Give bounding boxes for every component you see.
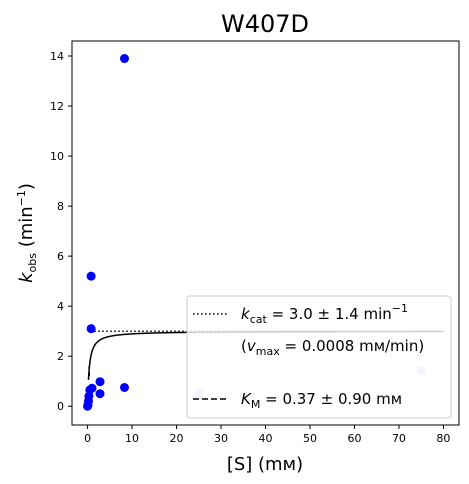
x-tick-label: 30: [214, 432, 228, 445]
x-tick-label: 40: [259, 432, 273, 445]
y-tick-label: 12: [50, 100, 64, 113]
legend-vmax-label: (vmax = 0.0008 mм/min): [241, 337, 424, 358]
y-tick-label: 0: [57, 400, 64, 413]
legend-box: [186, 295, 452, 419]
legend-kcat-label: kcat = 3.0 ± 1.4 min−1: [241, 302, 408, 326]
y-tick-label: 14: [50, 50, 64, 63]
x-tick-label: 70: [392, 432, 406, 445]
y-tick-label: 4: [57, 300, 64, 313]
chart-title: W407D: [221, 10, 309, 38]
x-tick-label: 50: [303, 432, 317, 445]
y-axis-ticks: 0 2 4 6 8 10 12 14: [50, 50, 72, 413]
data-point: [95, 377, 105, 387]
legend-km-label: KM = 0.37 ± 0.90 mм: [241, 390, 402, 411]
data-point: [119, 54, 129, 64]
data-point: [86, 271, 96, 281]
data-point: [119, 382, 129, 392]
x-tick-label: 60: [347, 432, 361, 445]
x-tick-label: 10: [125, 432, 139, 445]
x-tick-label: 0: [84, 432, 91, 445]
data-point: [95, 389, 105, 399]
x-tick-label: 80: [436, 432, 450, 445]
legend: kcat = 3.0 ± 1.4 min−1 (vmax = 0.0008 mм…: [186, 295, 452, 419]
y-tick-label: 10: [50, 150, 64, 163]
y-axis-label: kobs (min−1): [15, 183, 39, 283]
data-point: [87, 383, 97, 393]
data-point: [86, 324, 96, 334]
y-tick-label: 8: [57, 200, 64, 213]
x-axis-ticks: 0 10 20 30 40 50 60 70 80: [84, 425, 450, 445]
y-tick-label: 6: [57, 250, 64, 263]
x-axis-label: [S] (mм): [227, 454, 303, 475]
x-tick-label: 20: [170, 432, 184, 445]
y-tick-label: 2: [57, 350, 64, 363]
